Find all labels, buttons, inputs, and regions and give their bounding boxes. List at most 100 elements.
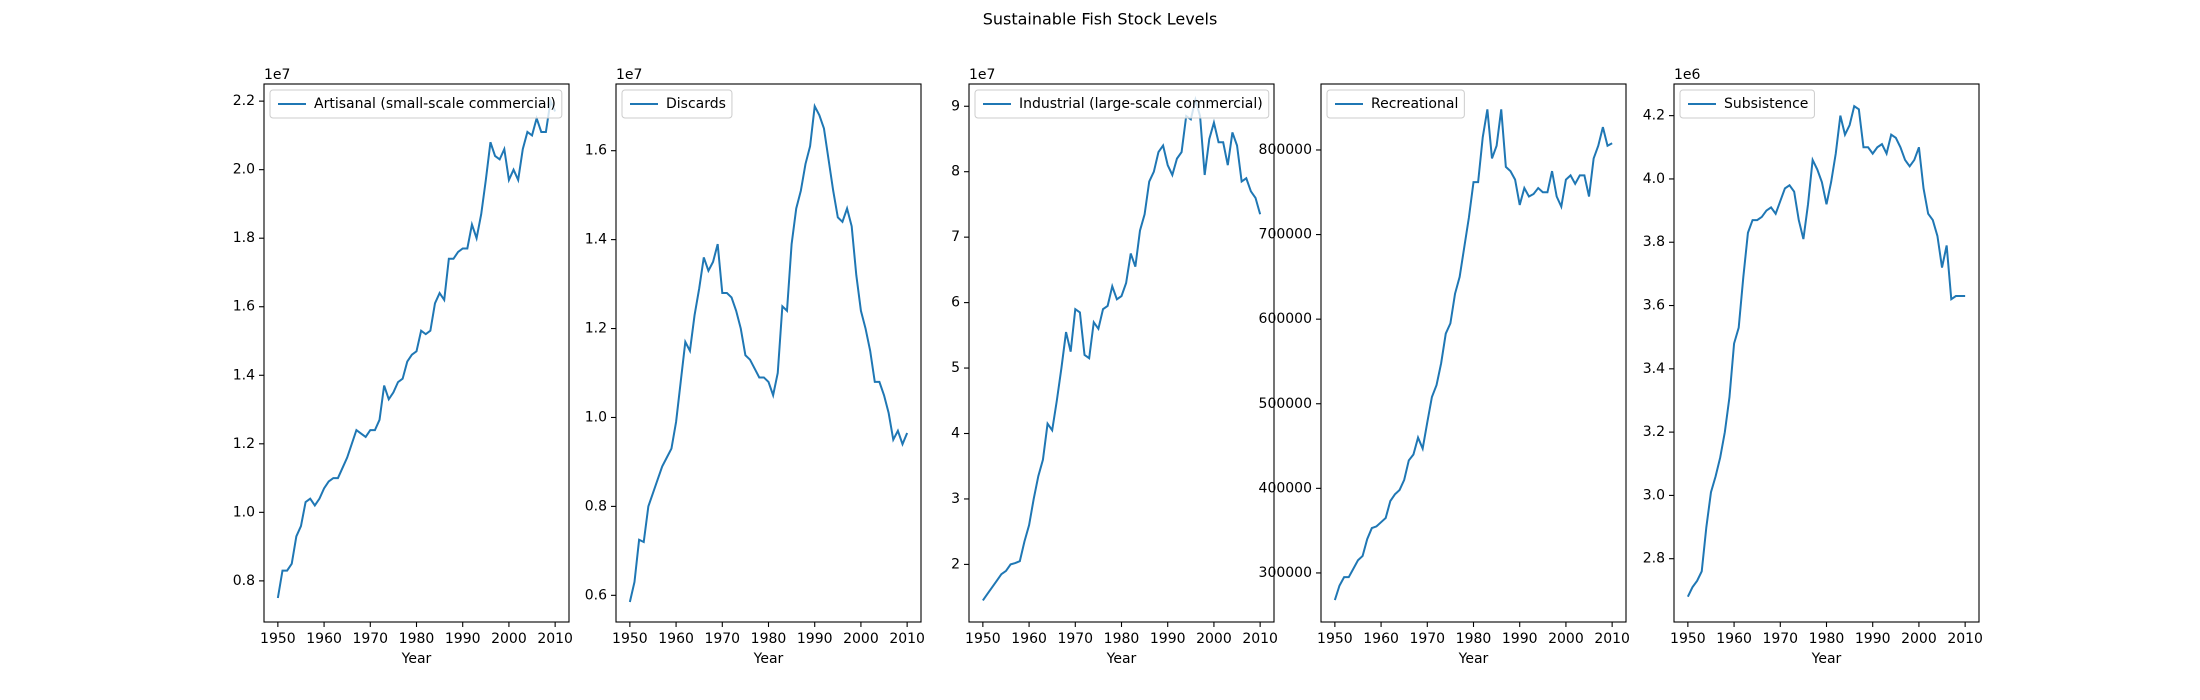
y-tick-label: 8: [951, 164, 960, 180]
y-tick-label: 0.6: [585, 587, 607, 603]
subplot: 1950 1960 1970 1980 1990 2000 2010 0.8 1.0 1.2 1.4…: [233, 67, 573, 667]
x-tick-label: 1950: [965, 631, 1001, 647]
data-line: [1686, 104, 1966, 598]
x-tick-label: 1980: [399, 631, 435, 647]
y-tick-label: 3.4: [1643, 361, 1665, 377]
legend-label: Artisanal (small-scale commercial): [314, 96, 556, 112]
data-line: [982, 95, 1262, 601]
legend-box: [1326, 89, 1465, 119]
x-tick-label: 1960: [306, 631, 342, 647]
x-tick-label: 2010: [537, 631, 573, 647]
data-line: [276, 97, 557, 599]
x-tick-label: 2010: [889, 631, 925, 647]
y-tick-label: 3.8: [1643, 234, 1665, 250]
x-tick-label: 1950: [260, 631, 296, 647]
y-tick-label: 1.2: [233, 436, 255, 452]
y-tick-label: 300000: [1259, 565, 1312, 581]
y-tick-label: 1.6: [233, 299, 255, 315]
y-tick-label: 9: [951, 98, 960, 114]
y-tick-label: 4.2: [1643, 108, 1665, 124]
x-tick-label: 1990: [1502, 631, 1538, 647]
x-tick-label: 2010: [1947, 631, 1983, 647]
legend: Recreational: [1326, 89, 1465, 119]
legend-box: [269, 89, 563, 119]
x-tick-label: 1980: [1104, 631, 1140, 647]
y-tick-label: 1.6: [585, 143, 607, 159]
x-tick-label: 2010: [1242, 631, 1278, 647]
legend-box: [1679, 89, 1815, 119]
data-line: [1333, 109, 1613, 601]
legend: Subsistence: [1679, 89, 1815, 119]
y-tick-label: 3.0: [1643, 487, 1665, 503]
y-tick-label: 3: [951, 491, 960, 507]
legend-label: Recreational: [1371, 96, 1458, 112]
y-tick-label: 800000: [1259, 142, 1312, 158]
x-tick-label: 1950: [1317, 631, 1353, 647]
offset-text: 1e7: [616, 67, 642, 83]
x-tick-label: 1950: [612, 631, 648, 647]
y-tick-label: 500000: [1259, 396, 1312, 412]
subplot: 1950 1960 1970 1980 1990 2000 2010 300000 400000…: [1259, 83, 1630, 667]
y-tick-label: 1.0: [233, 504, 255, 520]
figure-title: Sustainable Fish Stock Levels: [983, 10, 1218, 29]
legend-box: [621, 89, 733, 119]
legend: Discards: [621, 89, 733, 119]
y-tick-label: 4: [951, 426, 960, 442]
x-tick-label: 1990: [445, 631, 481, 647]
x-tick-label: 1990: [1150, 631, 1186, 647]
x-tick-label: 2000: [843, 631, 879, 647]
data-line: [628, 102, 909, 603]
y-tick-label: 1.0: [585, 409, 607, 425]
x-tick-label: 1970: [704, 631, 740, 647]
y-tick-label: 4.0: [1643, 171, 1665, 187]
x-tick-label: 1960: [658, 631, 694, 647]
x-tick-label: 1980: [1456, 631, 1492, 647]
x-tick-label: 2000: [1196, 631, 1232, 647]
x-tick-label: 2000: [1548, 631, 1584, 647]
legend-label: Industrial (large-scale commercial): [1019, 96, 1263, 112]
y-tick-label: 6: [951, 295, 960, 311]
x-tick-label: 1980: [1809, 631, 1845, 647]
x-tick-label: 1990: [1855, 631, 1891, 647]
x-tick-label: 1990: [797, 631, 833, 647]
offset-text: 1e7: [969, 67, 995, 83]
legend: Industrial (large-scale commercial): [974, 89, 1270, 119]
y-tick-label: 1.4: [233, 367, 255, 383]
offset-text: 1e7: [264, 67, 290, 83]
y-tick-label: 2.8: [1643, 551, 1665, 567]
legend: Artisanal (small-scale commercial): [269, 89, 563, 119]
y-tick-label: 7: [951, 229, 960, 245]
legend-box: [974, 89, 1270, 119]
subplot: 1950 1960 1970 1980 1990 2000 2010 2 3 4 5 6 7 8 9 1e7 Y…: [951, 67, 1278, 667]
x-tick-label: 1960: [1011, 631, 1047, 647]
x-tick-label: 2000: [1901, 631, 1937, 647]
y-tick-label: 700000: [1259, 227, 1312, 243]
x-axis-label: Year: [1458, 651, 1489, 667]
y-tick-label: 3.2: [1643, 424, 1665, 440]
y-tick-label: 400000: [1259, 480, 1312, 496]
x-axis-label: Year: [401, 651, 432, 667]
y-tick-label: 3.6: [1643, 298, 1665, 314]
x-tick-label: 1970: [1409, 631, 1445, 647]
y-tick-label: 0.8: [233, 573, 255, 589]
x-axis-label: Year: [1811, 651, 1842, 667]
legend-label: Discards: [666, 96, 726, 112]
x-tick-label: 1950: [1670, 631, 1706, 647]
x-tick-label: 1970: [1057, 631, 1093, 647]
offset-text: 1e6: [1674, 67, 1701, 83]
y-tick-label: 5: [951, 360, 960, 376]
x-axis-label: Year: [1106, 651, 1137, 667]
x-tick-label: 1980: [751, 631, 787, 647]
legend-label: Subsistence: [1724, 96, 1808, 112]
y-tick-label: 2.0: [233, 162, 255, 178]
y-tick-label: 1.2: [585, 321, 607, 337]
y-tick-label: 0.8: [585, 498, 607, 514]
subplot: 1950 1960 1970 1980 1990 2000 2010 0.6 0.8 1.0 1.2…: [585, 67, 925, 667]
y-tick-label: 2: [951, 556, 960, 572]
y-tick-label: 1.4: [585, 232, 607, 248]
x-tick-label: 1970: [1762, 631, 1798, 647]
subplot: 1950 1960 1970 1980 1990 2000 2010 2.8 3.0 3.2 3.4…: [1643, 67, 1983, 667]
x-tick-label: 2010: [1594, 631, 1630, 647]
y-tick-label: 600000: [1259, 311, 1312, 327]
